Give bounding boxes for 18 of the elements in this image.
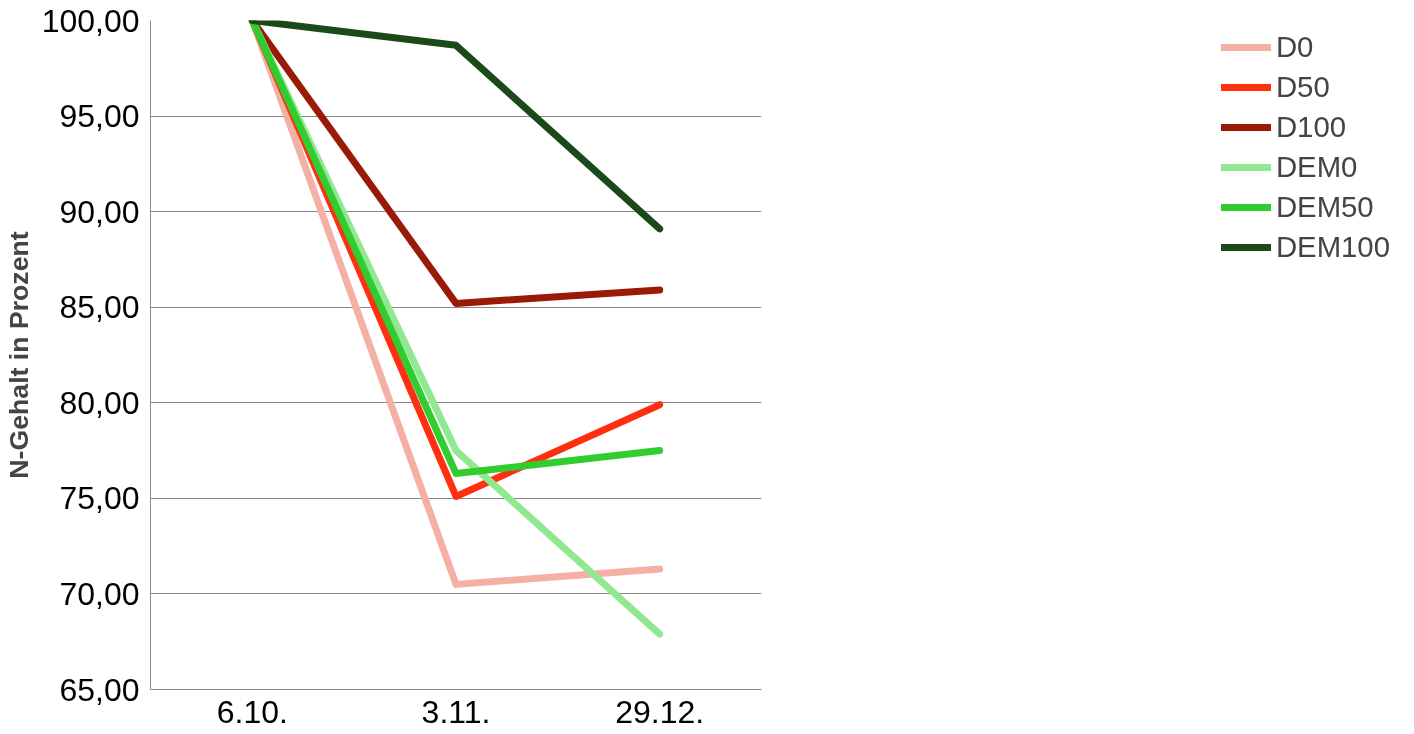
legend-label: DEM100	[1275, 230, 1390, 264]
legend-label: D0	[1275, 30, 1314, 64]
y-tick-label: 80,00	[59, 384, 140, 421]
y-axis-title: N-Gehalt in Prozent	[3, 231, 34, 479]
x-tick-label: 29.12.	[615, 693, 705, 730]
legend-label: D50	[1275, 70, 1330, 104]
y-tick-label: 75,00	[59, 480, 140, 517]
legend-label: DEM0	[1275, 150, 1358, 184]
x-tick-label: 3.11.	[421, 693, 491, 730]
y-tick-label: 90,00	[59, 193, 140, 230]
y-tick-label: 85,00	[59, 289, 140, 326]
legend-label: D100	[1275, 110, 1347, 144]
legend-label: DEM50	[1275, 190, 1374, 224]
y-tick-label: 95,00	[59, 98, 140, 135]
y-tick-label: 65,00	[59, 671, 140, 708]
y-tick-label: 100,00	[41, 2, 140, 39]
x-tick-label: 6.10.	[216, 693, 288, 730]
y-tick-label: 70,00	[59, 575, 140, 612]
